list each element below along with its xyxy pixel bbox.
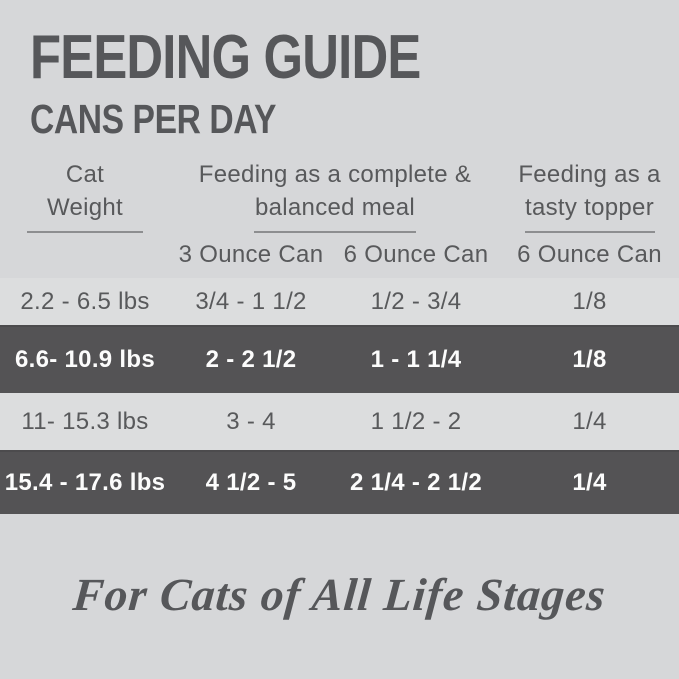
cell-meal-6oz: 1/2 - 3/4 xyxy=(370,287,462,315)
column-header-line: tasty topper xyxy=(524,194,654,221)
cell-cat-weight: 2.2 - 6.5 lbs xyxy=(20,287,150,315)
table-row: 11- 15.3 lbs 3 - 4 1 1/2 - 2 1/4 xyxy=(0,393,679,450)
cell-cat-weight: 11- 15.3 lbs xyxy=(21,407,149,435)
cell-meal-3oz: 4 1/2 - 5 xyxy=(205,469,297,496)
column-header-tasty-topper: Feeding as a tasty topper xyxy=(500,158,679,233)
cell-topper-6oz: 1/8 xyxy=(572,346,607,373)
footer-tagline: For Cats of All Life Stages xyxy=(70,569,609,620)
table-row: 2.2 - 6.5 lbs 3/4 - 1 1/2 1/2 - 3/4 1/8 xyxy=(0,278,679,325)
table-header-row: Cat Weight Feeding as a complete & balan… xyxy=(0,158,679,233)
table-row: 15.4 - 17.6 lbs 4 1/2 - 5 2 1/4 - 2 1/2 … xyxy=(0,450,679,514)
cell-meal-6oz: 1 1/2 - 2 xyxy=(370,407,462,435)
page-subtitle: CANS PER DAY xyxy=(30,96,277,142)
column-header-line: Weight xyxy=(46,194,124,221)
cell-meal-3oz: 3 - 4 xyxy=(226,407,276,435)
column-header-cat-weight: Cat Weight xyxy=(0,158,170,233)
header-underline xyxy=(254,231,416,233)
table-row: 6.6- 10.9 lbs 2 - 2 1/2 1 - 1 1/4 1/8 xyxy=(0,325,679,393)
column-header-line: Cat xyxy=(65,161,105,188)
column-header-line: Feeding as a complete & xyxy=(198,161,472,188)
cell-topper-6oz: 1/8 xyxy=(572,287,607,315)
column-header-line: Feeding as a xyxy=(518,161,661,188)
cell-meal-6oz: 1 - 1 1/4 xyxy=(370,346,462,373)
subheader-empty xyxy=(0,241,170,269)
page-title: FEEDING GUIDE xyxy=(30,23,421,92)
cell-meal-6oz: 2 1/4 - 2 1/2 xyxy=(350,469,482,496)
table-body: 2.2 - 6.5 lbs 3/4 - 1 1/2 1/2 - 3/4 1/8 … xyxy=(0,278,679,514)
cell-topper-6oz: 1/4 xyxy=(572,407,607,435)
cell-meal-3oz: 2 - 2 1/2 xyxy=(205,346,297,373)
subheader-6oz-topper-can: 6 Ounce Can xyxy=(517,241,662,268)
column-header-complete-meal: Feeding as a complete & balanced meal xyxy=(170,158,500,233)
subheader-3oz-can: 3 Ounce Can xyxy=(178,241,324,268)
column-header-line: balanced meal xyxy=(254,194,415,221)
table-subheader-row: 3 Ounce Can 6 Ounce Can 6 Ounce Can xyxy=(0,241,679,269)
cell-cat-weight: 6.6- 10.9 lbs xyxy=(15,346,155,373)
subheader-6oz-can: 6 Ounce Can xyxy=(343,241,489,268)
cell-meal-3oz: 3/4 - 1 1/2 xyxy=(195,287,307,315)
header-underline xyxy=(524,231,655,233)
header-underline xyxy=(27,231,143,233)
cell-cat-weight: 15.4 - 17.6 lbs xyxy=(4,469,166,496)
cell-topper-6oz: 1/4 xyxy=(572,469,607,496)
